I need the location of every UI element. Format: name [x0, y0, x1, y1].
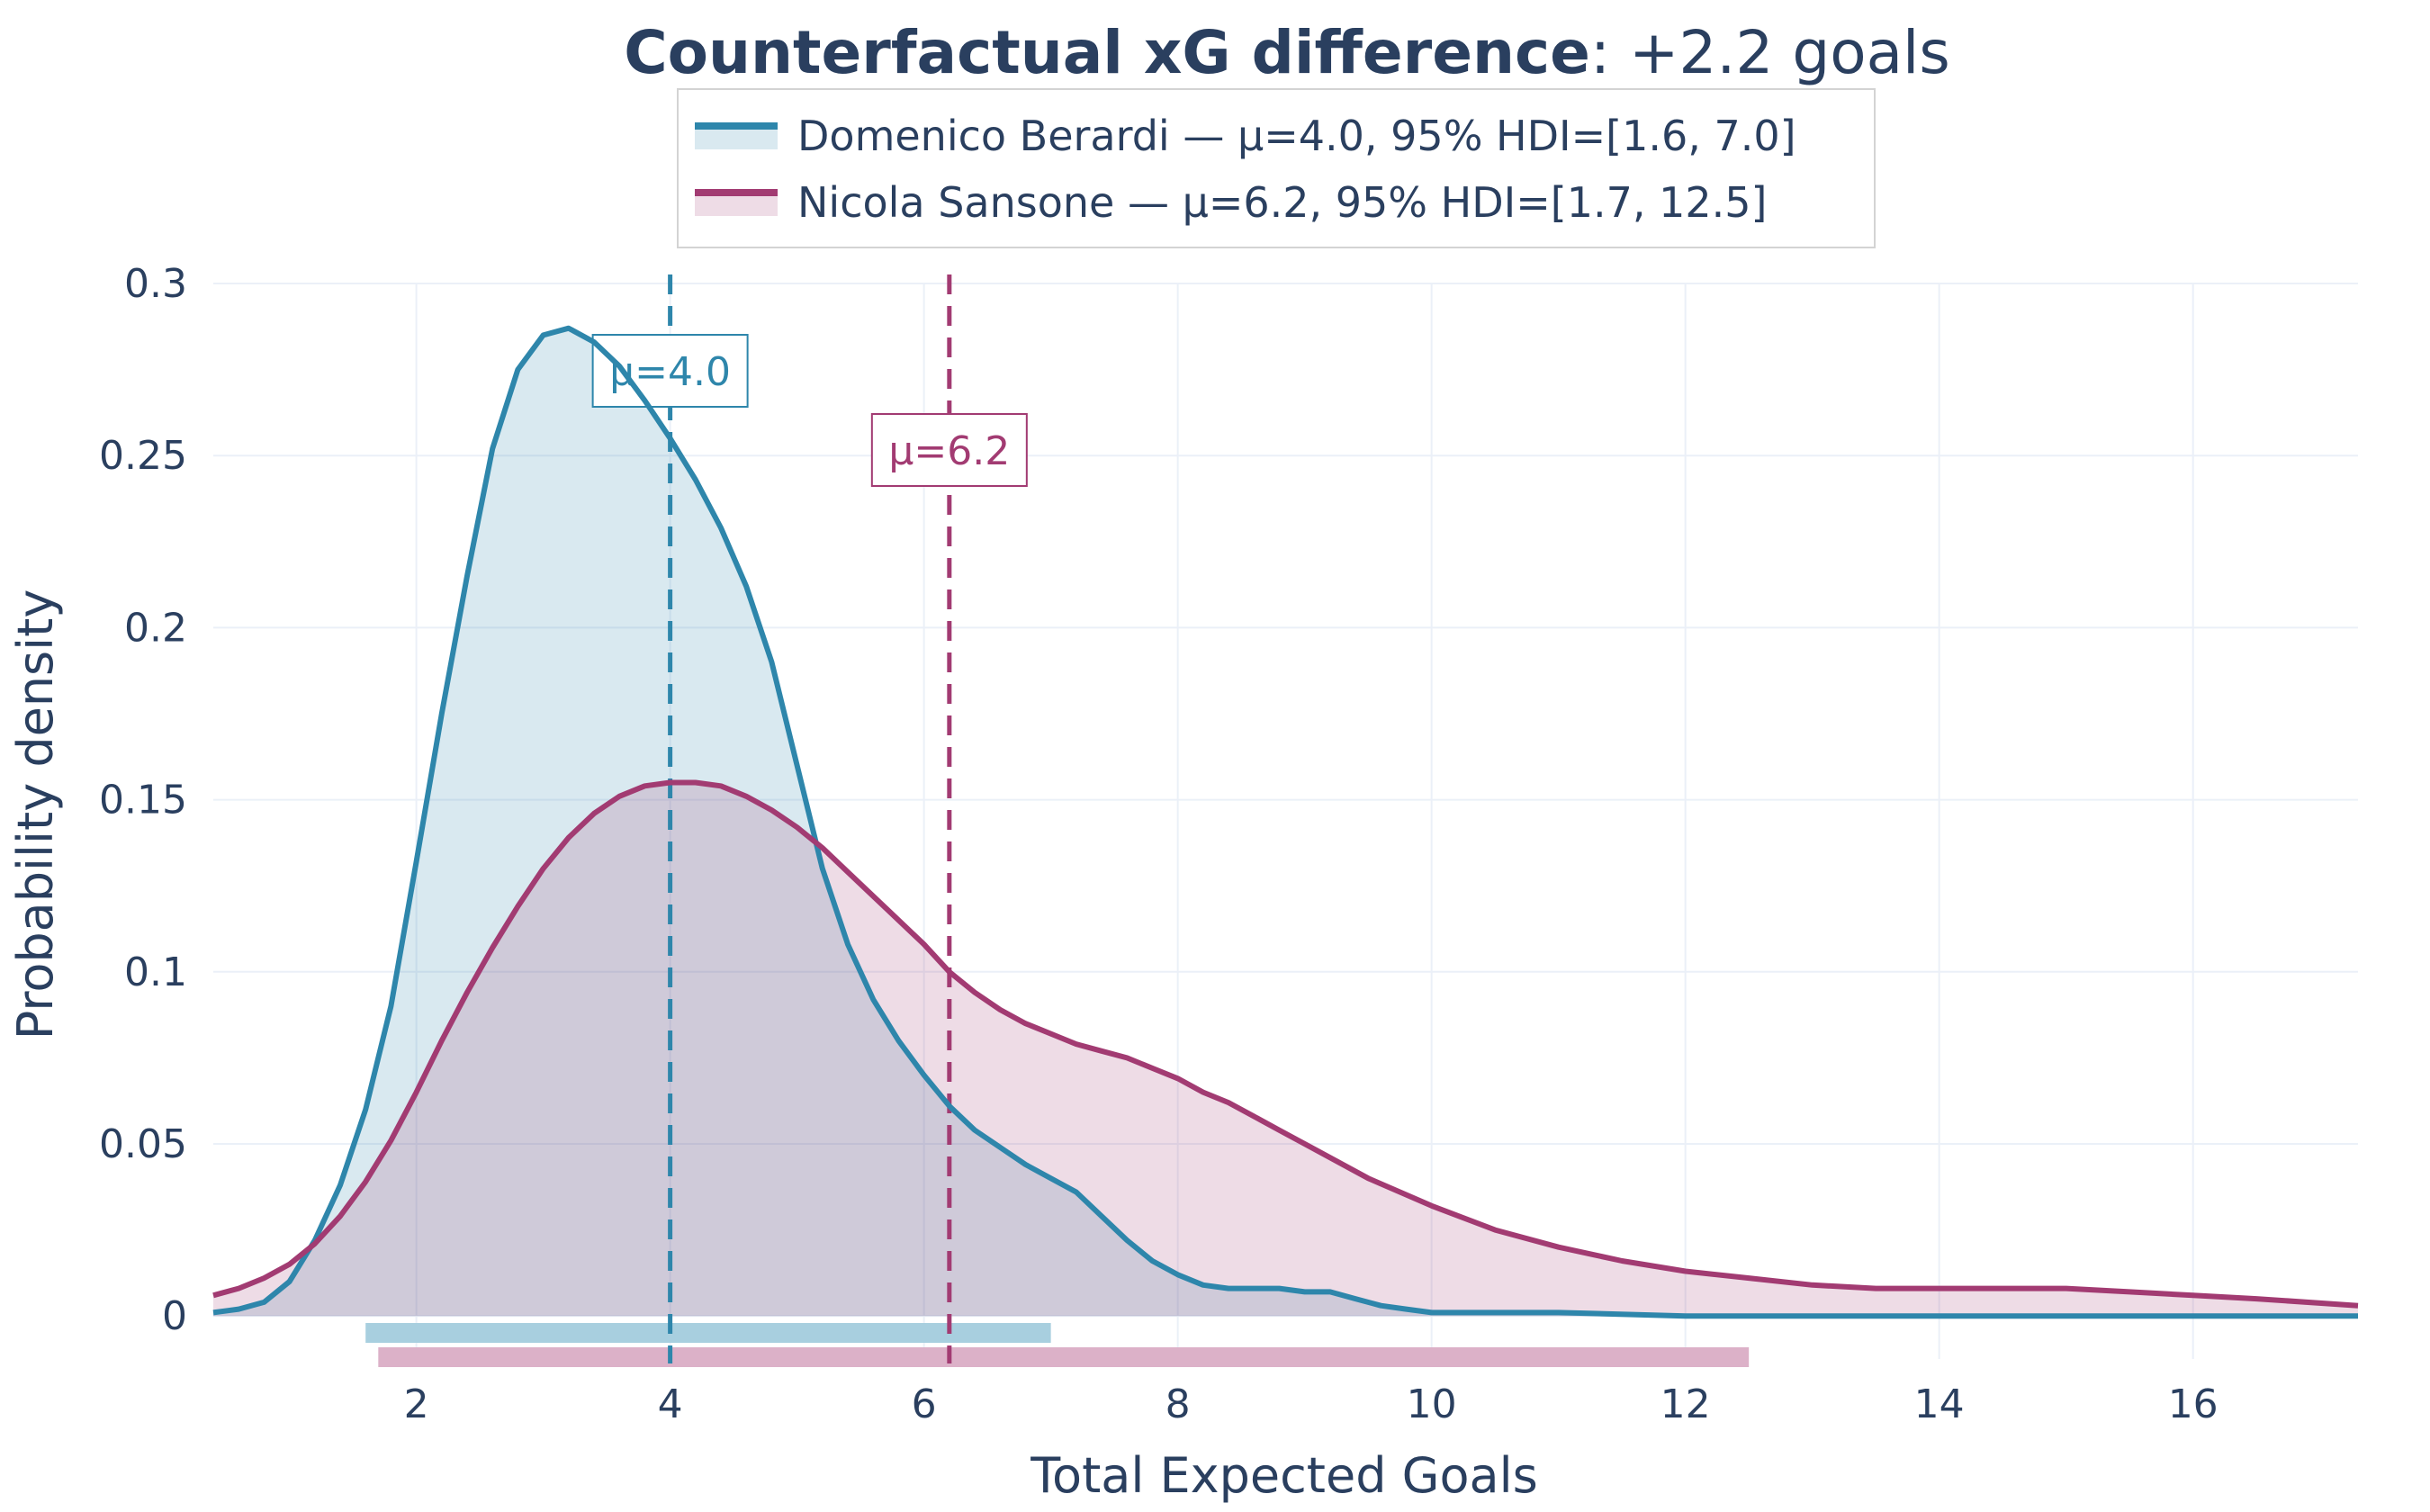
x-axis-label: Total Expected Goals [1030, 1447, 1538, 1504]
y-tick-label: 0.15 [99, 778, 187, 824]
mean-label-box-sansone [870, 413, 1028, 487]
legend-item-berardi[interactable]: Domenico Berardi — μ=4.0, 95% HDI=[1.6, … [695, 104, 1796, 167]
legend[interactable]: Domenico Berardi — μ=4.0, 95% HDI=[1.6, … [677, 88, 1876, 248]
y-tick-label: 0.3 [124, 261, 187, 307]
chart-title-rest: : +2.2 goals [1589, 18, 1950, 87]
y-tick-label: 0.1 [124, 950, 187, 995]
density-area-sansone [213, 782, 2358, 1317]
chart-title: Counterfactual xG difference: +2.2 goals [0, 13, 2430, 94]
hdi-bar-sansone [378, 1347, 1750, 1367]
x-tick-label: 2 [404, 1382, 429, 1427]
chart-title-bold: Counterfactual xG difference [624, 18, 1590, 87]
legend-label-berardi: Domenico Berardi — μ=4.0, 95% HDI=[1.6, … [797, 112, 1796, 160]
x-tick-label: 14 [1914, 1382, 1965, 1427]
x-tick-label: 6 [912, 1382, 937, 1427]
x-tick-label: 8 [1166, 1382, 1191, 1427]
density-line-sansone [212, 779, 2359, 1309]
x-tick-label: 10 [1407, 1382, 1457, 1427]
legend-item-sansone[interactable]: Nicola Sansone — μ=6.2, 95% HDI=[1.7, 12… [695, 171, 1767, 234]
tick-labels: 2 4 6 8 10 12 14 16 0 0.05 0.1 0.15 0.2 0.25 0.3 [99, 261, 2218, 1427]
legend-swatch-sansone [695, 189, 778, 216]
x-tick-label: 16 [2168, 1382, 2218, 1427]
density-lines [212, 325, 2359, 1319]
density-areas [213, 328, 2358, 1317]
y-tick-label: 0.05 [99, 1121, 187, 1167]
y-tick-label: 0.2 [124, 605, 187, 651]
mean-label-sansone: μ=6.2 [888, 428, 1010, 474]
y-axis-label: Probability density [7, 590, 64, 1040]
hdi-bars [365, 1323, 1750, 1367]
mean-lines: μ=4.0 μ=6.2 [591, 274, 1028, 1364]
legend-label-sansone: Nicola Sansone — μ=6.2, 95% HDI=[1.7, 12… [797, 178, 1768, 227]
mean-label-box-berardi [591, 334, 749, 408]
hdi-bar-berardi [365, 1323, 1051, 1343]
y-tick-label: 0 [162, 1293, 187, 1339]
x-tick-label: 12 [1660, 1382, 1711, 1427]
mean-label-berardi: μ=4.0 [609, 349, 731, 395]
x-tick-label: 4 [658, 1382, 683, 1427]
y-tick-label: 0.25 [99, 433, 187, 479]
density-line-berardi [212, 325, 2358, 1319]
legend-swatch-berardi [695, 122, 778, 149]
density-area-berardi [213, 328, 2358, 1317]
